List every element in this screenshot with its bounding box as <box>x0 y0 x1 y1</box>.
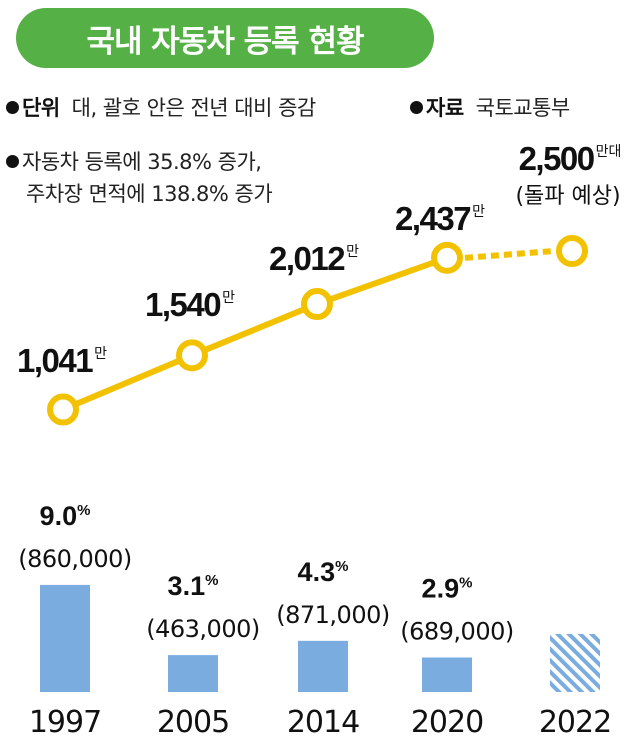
value-label-number: 2,500 <box>519 140 594 177</box>
bar-value-percent: % <box>205 572 218 589</box>
bar-value-percent: % <box>459 574 472 591</box>
title-banner: 국내 자동차 등록 현황 <box>16 8 434 68</box>
data-point-1997 <box>47 393 79 426</box>
bar-sublabel-2020: (689,000) <box>400 617 513 645</box>
value-label-unit: 만 <box>346 243 359 259</box>
value-label-2005: 1,540 만 <box>145 286 235 323</box>
value-label-unit: 만 <box>94 345 107 361</box>
bar-value-1997: 9.0% <box>40 501 91 531</box>
value-label-number: 2,437 <box>395 200 470 237</box>
bar-value-percent: % <box>335 558 348 575</box>
value-label-number: 1,041 <box>17 342 93 379</box>
value-label-unit: 만대 <box>596 143 622 159</box>
bar-value-2005: 3.1% <box>168 571 219 601</box>
bullet-dot-icon <box>410 101 423 114</box>
bar-sublabel-1997: (860,000) <box>18 545 131 573</box>
bar-2014 <box>298 640 348 692</box>
source-label: 자료 <box>426 96 464 120</box>
unit-label: 단위 <box>22 96 60 120</box>
value-label-2022: 2,500 만대 <box>519 140 622 177</box>
data-point-2022 <box>556 235 588 267</box>
year-label-2020: 2020 <box>411 705 483 740</box>
bar-value-number: 2.9 <box>422 573 460 603</box>
bullet-dot-icon <box>6 101 19 114</box>
growth-note-text1: 자동차 등록에 35.8% 증가, <box>22 150 262 174</box>
bar-value-number: 9.0 <box>40 501 78 531</box>
growth-note-text2: 주차장 면적에 138.8% 증가 <box>26 182 273 206</box>
data-point-2020 <box>431 241 463 274</box>
bar-value-number: 3.1 <box>168 571 206 601</box>
bar-sublabel-2014: (871,000) <box>276 601 389 629</box>
series-line <box>61 255 449 413</box>
unit-text: 대, 괄호 안은 전년 대비 증감 <box>71 96 317 120</box>
projection-note: (돌파 예상) <box>515 184 620 209</box>
year-label-2014: 2014 <box>287 705 359 740</box>
value-label-1997: 1,041 만 <box>17 342 107 379</box>
bullet-dot-icon <box>6 155 19 168</box>
year-label-2022: 2022 <box>539 705 611 740</box>
bar-1997 <box>40 584 90 692</box>
value-label-unit: 만 <box>222 289 235 305</box>
bar-value-percent: % <box>77 502 90 519</box>
year-label-2005: 2005 <box>157 705 229 740</box>
growth-note-line1: 자동차 등록에 35.8% 증가, <box>6 146 262 176</box>
source-text: 국토교통부 <box>475 96 571 120</box>
value-label-number: 2,012 <box>269 240 345 277</box>
growth-note-line2: 주차장 면적에 138.8% 증가 <box>26 178 273 208</box>
unit-note: 단위 대, 괄호 안은 전년 대비 증감 <box>6 92 316 122</box>
data-point-2014 <box>301 288 333 321</box>
bar-chart: 9.0% (860,000) 1997 3.1% (463,000) 2005 4.3% (8… <box>18 501 612 740</box>
bar-value-number: 4.3 <box>298 557 336 587</box>
value-label-2020: 2,437 만 <box>395 200 485 237</box>
page-title: 국내 자동차 등록 현황 <box>86 23 364 60</box>
bar-value-2014: 4.3% <box>298 557 349 587</box>
line-chart: 1,041 만1,540 만2,012 만2,437 만2,500 만대(돌파 예상) <box>17 140 622 426</box>
year-label-1997: 1997 <box>29 705 101 740</box>
bar-2020 <box>422 657 472 692</box>
source-note: 자료 국토교통부 <box>410 92 570 122</box>
value-label-number: 1,540 <box>145 286 220 323</box>
bar-value-2020: 2.9% <box>422 573 473 603</box>
bar-2005 <box>168 655 218 692</box>
value-label-2014: 2,012 만 <box>269 240 359 277</box>
bar-2022 <box>550 634 600 692</box>
bar-sublabel-2005: (463,000) <box>146 615 259 643</box>
value-label-unit: 만 <box>472 203 485 219</box>
data-point-2005 <box>176 339 208 372</box>
projected-line <box>464 248 555 261</box>
